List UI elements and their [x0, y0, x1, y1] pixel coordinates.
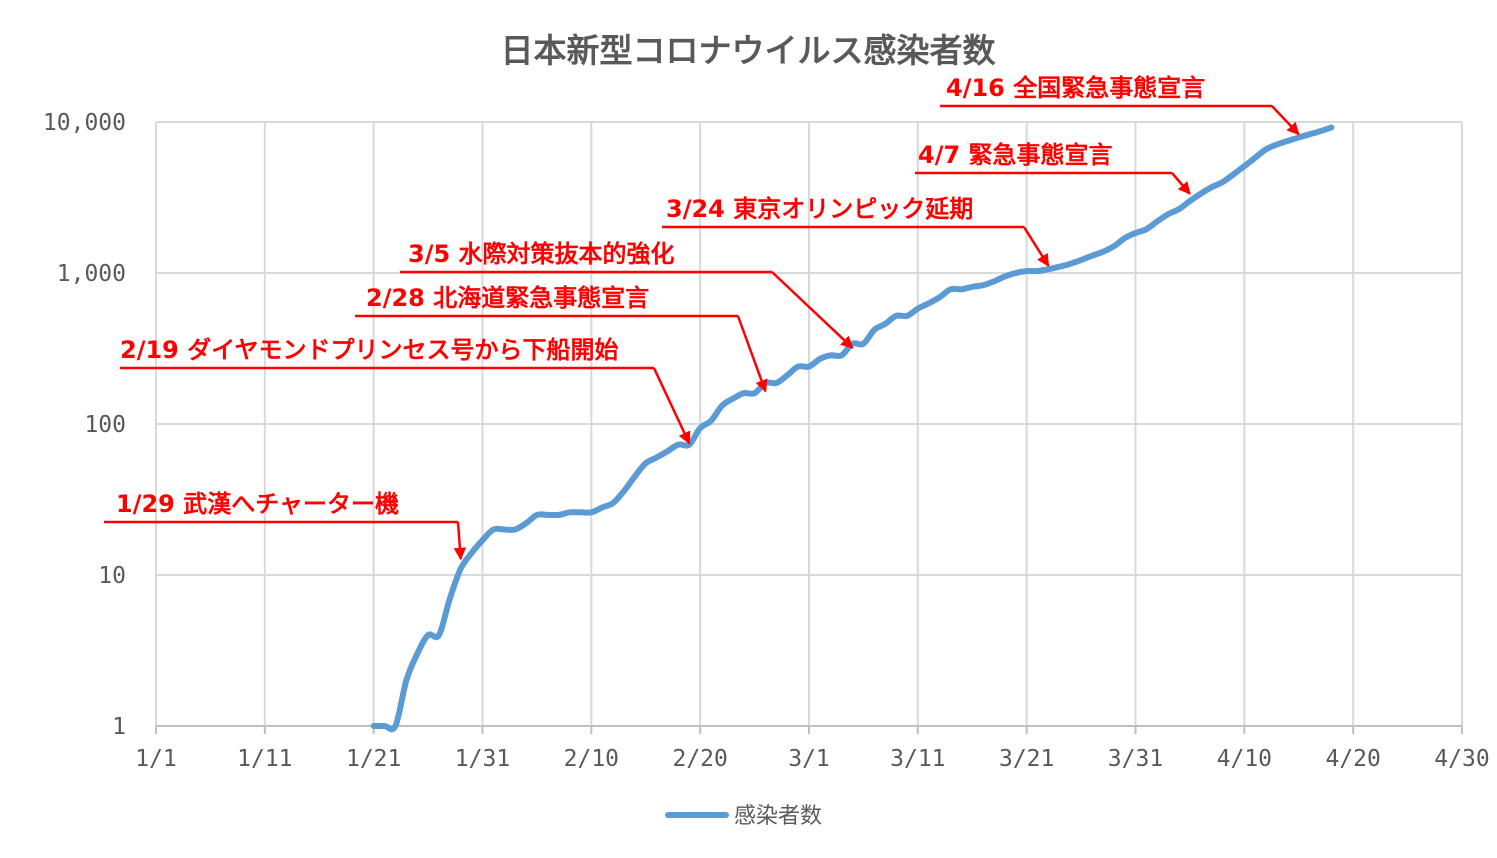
annotation-label: 3/5 水際対策抜本的強化: [408, 240, 675, 268]
annotation-arrow: [1171, 172, 1191, 195]
x-tick-label: 3/21: [999, 746, 1054, 772]
annotation-label: 2/19 ダイヤモンドプリンセス号から下船開始: [120, 336, 619, 364]
x-tick-label: 1/21: [346, 746, 401, 772]
chart-title: 日本新型コロナウイルス感染者数: [501, 31, 997, 70]
y-tick-label: 10,000: [43, 110, 126, 136]
y-tick-label: 1,000: [57, 261, 126, 287]
x-tick-label: 4/30: [1434, 746, 1489, 772]
y-tick-label: 1: [112, 714, 126, 740]
annotation-arrow: [1271, 105, 1300, 136]
legend-label: 感染者数: [734, 804, 822, 829]
annotation-arrow: [453, 521, 467, 561]
annotation-arrow: [771, 271, 854, 349]
x-tick-label: 4/10: [1217, 746, 1272, 772]
x-tick-label: 3/31: [1108, 746, 1163, 772]
y-tick-label: 10: [98, 563, 126, 589]
x-tick-label: 1/11: [237, 746, 292, 772]
annotation-arrow: [1022, 226, 1050, 267]
x-tick-label: 1/1: [135, 746, 177, 772]
annotation-arrow: [736, 315, 768, 393]
x-tick-label: 3/1: [788, 746, 830, 772]
annotation-label: 2/28 北海道緊急事態宣言: [366, 284, 649, 312]
annotation-label: 1/29 武漢へチャーター機: [116, 490, 399, 518]
legend: 感染者数: [665, 804, 822, 829]
annotation-layer: 1/29 武漢へチャーター機 2/19 ダイヤモンドプリンセス号から下船開始 2/2…: [104, 74, 1300, 561]
annotation-label: 4/16 全国緊急事態宣言: [946, 74, 1205, 102]
y-tick-label: 100: [84, 412, 126, 438]
annotation-label: 3/24 東京オリンピック延期: [666, 195, 973, 223]
tick-layer: 1/1 1/11 1/21 1/31 2/10 2/20 3/1 3/11 3/21 3/31 4/…: [43, 110, 1490, 772]
x-tick-label: 3/11: [890, 746, 945, 772]
x-tick-label: 1/31: [455, 746, 510, 772]
annotation-label: 4/7 緊急事態宣言: [918, 141, 1113, 169]
x-tick-label: 2/10: [564, 746, 619, 772]
x-tick-label: 4/20: [1325, 746, 1380, 772]
annotation-arrow: [652, 367, 691, 445]
x-tick-label: 2/20: [672, 746, 727, 772]
